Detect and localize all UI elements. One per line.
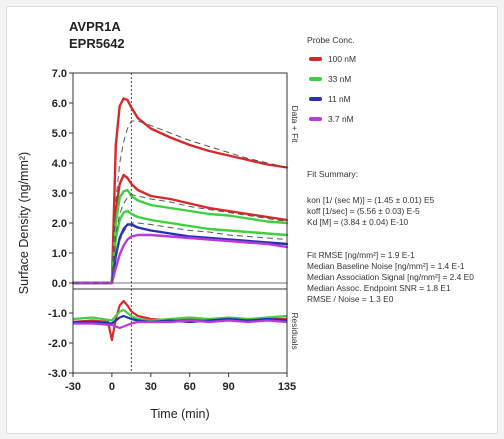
figure: AVPR1A EPR5642 7.0 6.0 5.0 4.0 3.0 2.0 1.0 0.0 -1… — [6, 6, 498, 434]
right-label-data-fit: Data + Fit — [290, 105, 300, 143]
x-tick-label: 90 — [223, 381, 235, 393]
fit-statistic: Median Association Signal [ng/mm²] = 2.4… — [307, 272, 474, 282]
kinetics-values: kon [1/ (sec M)] = (1.45 ± 0.01) E5 koff … — [307, 195, 503, 228]
info-panel: Probe Conc. 100 nM 33 nM 11 nM 3.7 nM Fit S… — [307, 35, 503, 305]
y-axis-label: Surface Density (ng/mm²) — [17, 152, 31, 294]
series-line — [71, 233, 289, 285]
plot-frame — [72, 72, 288, 374]
fit-curve — [73, 193, 288, 284]
legend-label: 33 nM — [328, 73, 352, 84]
y-tick-label: 4.0 — [52, 158, 67, 170]
x-tick-label: 0 — [109, 381, 115, 393]
fit-curve — [73, 120, 288, 284]
legend-swatch — [309, 117, 322, 121]
y-tick-label: 1.0 — [52, 248, 67, 260]
series-line — [71, 209, 289, 285]
residual-line — [72, 308, 288, 322]
y-tick-label: 5.0 — [52, 128, 67, 140]
kinetic-parameter: Kd [M] = (3.84 ± 0.04) E-10 — [307, 217, 409, 227]
x-tick-label: -30 — [65, 381, 81, 393]
y-tick-label: 7.0 — [52, 68, 67, 80]
x-tick-label: 60 — [184, 381, 196, 393]
y-tick-label: 3.0 — [52, 188, 67, 200]
chart-title-line: AVPR1A — [69, 19, 121, 34]
legend-item: 3.7 nM — [307, 109, 503, 129]
chart-title-line: EPR5642 — [69, 36, 125, 51]
fit-summary: Fit Summary: kon [1/ (sec M)] = (1.45 ± … — [307, 169, 503, 305]
series-line — [71, 97, 289, 285]
x-axis-label: Time (min) — [150, 407, 209, 421]
right-label-residuals: Residuals — [290, 312, 300, 349]
residual-line — [73, 319, 288, 330]
legend-label: 3.7 nM — [328, 113, 354, 124]
y-tick-label: 6.0 — [52, 98, 67, 110]
legend-title: Probe Conc. — [307, 35, 355, 45]
legend-swatch — [309, 77, 322, 81]
legend-item: 100 nM — [307, 49, 503, 69]
legend-label: 100 nM — [328, 53, 356, 64]
x-tick-label: 30 — [145, 381, 157, 393]
legend-swatch — [309, 57, 322, 61]
y-tick-label: -2.0 — [48, 338, 67, 350]
legend-item: 11 nM — [307, 89, 503, 109]
x-tick-label: 135 — [278, 381, 296, 393]
y-tick-label: -1.0 — [48, 308, 67, 320]
series-line — [71, 223, 289, 285]
y-tick-label: 2.0 — [52, 218, 67, 230]
fit-statistic: Median Assoc. Endpoint SNR = 1.8 E1 — [307, 283, 451, 293]
kinetic-parameter: kon [1/ (sec M)] = (1.45 ± 0.01) E5 — [307, 195, 435, 205]
fit-statistic: RMSE / Noise = 1.3 E0 — [307, 294, 394, 304]
legend-label: 11 nM — [328, 93, 351, 104]
legend: 100 nM 33 nM 11 nM 3.7 nM — [307, 49, 503, 129]
y-tick-label: -3.0 — [48, 368, 67, 380]
fit-curve — [73, 222, 288, 284]
legend-swatch — [309, 97, 322, 101]
y-tick-label: 0.0 — [52, 278, 67, 290]
kinetic-parameter: koff [1/sec] = (5.56 ± 0.03) E-5 — [307, 206, 420, 216]
residual-line — [73, 314, 288, 325]
fit-statistic: Fit RMSE [ng/mm²] = 1.9 E-1 — [307, 250, 415, 260]
fit-statistics: Fit RMSE [ng/mm²] = 1.9 E-1 Median Baseli… — [307, 250, 503, 305]
fit-summary-title: Fit Summary: — [307, 169, 359, 179]
fit-statistic: Median Baseline Noise [ng/mm²] = 1.4 E-1 — [307, 261, 465, 271]
sensorgram-chart: AVPR1A EPR5642 7.0 6.0 5.0 4.0 3.0 2.0 1.0 0.0 -1… — [17, 19, 300, 421]
legend-item: 33 nM — [307, 69, 503, 89]
